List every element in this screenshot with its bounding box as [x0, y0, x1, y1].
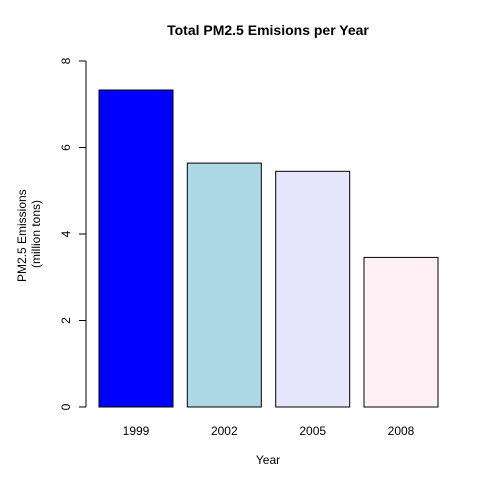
bars-group	[98, 89, 439, 408]
bar-2002	[186, 162, 262, 408]
x-axis-labels: 1999 2002 2005 2008	[123, 424, 415, 438]
y-axis: 0 2 4 6 8	[59, 57, 87, 410]
y-tick-label-2: 2	[59, 317, 73, 324]
y-tick-label-6: 6	[59, 144, 73, 151]
x-tick-label-2002: 2002	[211, 424, 238, 438]
bar-2008	[363, 256, 439, 408]
bar-2005	[275, 170, 351, 408]
y-axis-title: PM2.5 Emissions (million tons)	[15, 186, 43, 282]
x-tick-label-2005: 2005	[299, 424, 326, 438]
x-tick-label-2008: 2008	[388, 424, 415, 438]
y-tick-label-0: 0	[59, 403, 73, 410]
y-axis-title-line-2: (million tons)	[29, 200, 43, 268]
y-tick-label-8: 8	[59, 57, 73, 64]
bar-1999	[98, 89, 174, 408]
x-axis-title: Year	[256, 453, 280, 467]
chart-title: Total PM2.5 Emisions per Year	[167, 22, 369, 38]
y-axis-title-line-1: PM2.5 Emissions	[15, 189, 29, 282]
x-tick-label-1999: 1999	[123, 424, 150, 438]
y-tick-label-4: 4	[59, 230, 73, 237]
